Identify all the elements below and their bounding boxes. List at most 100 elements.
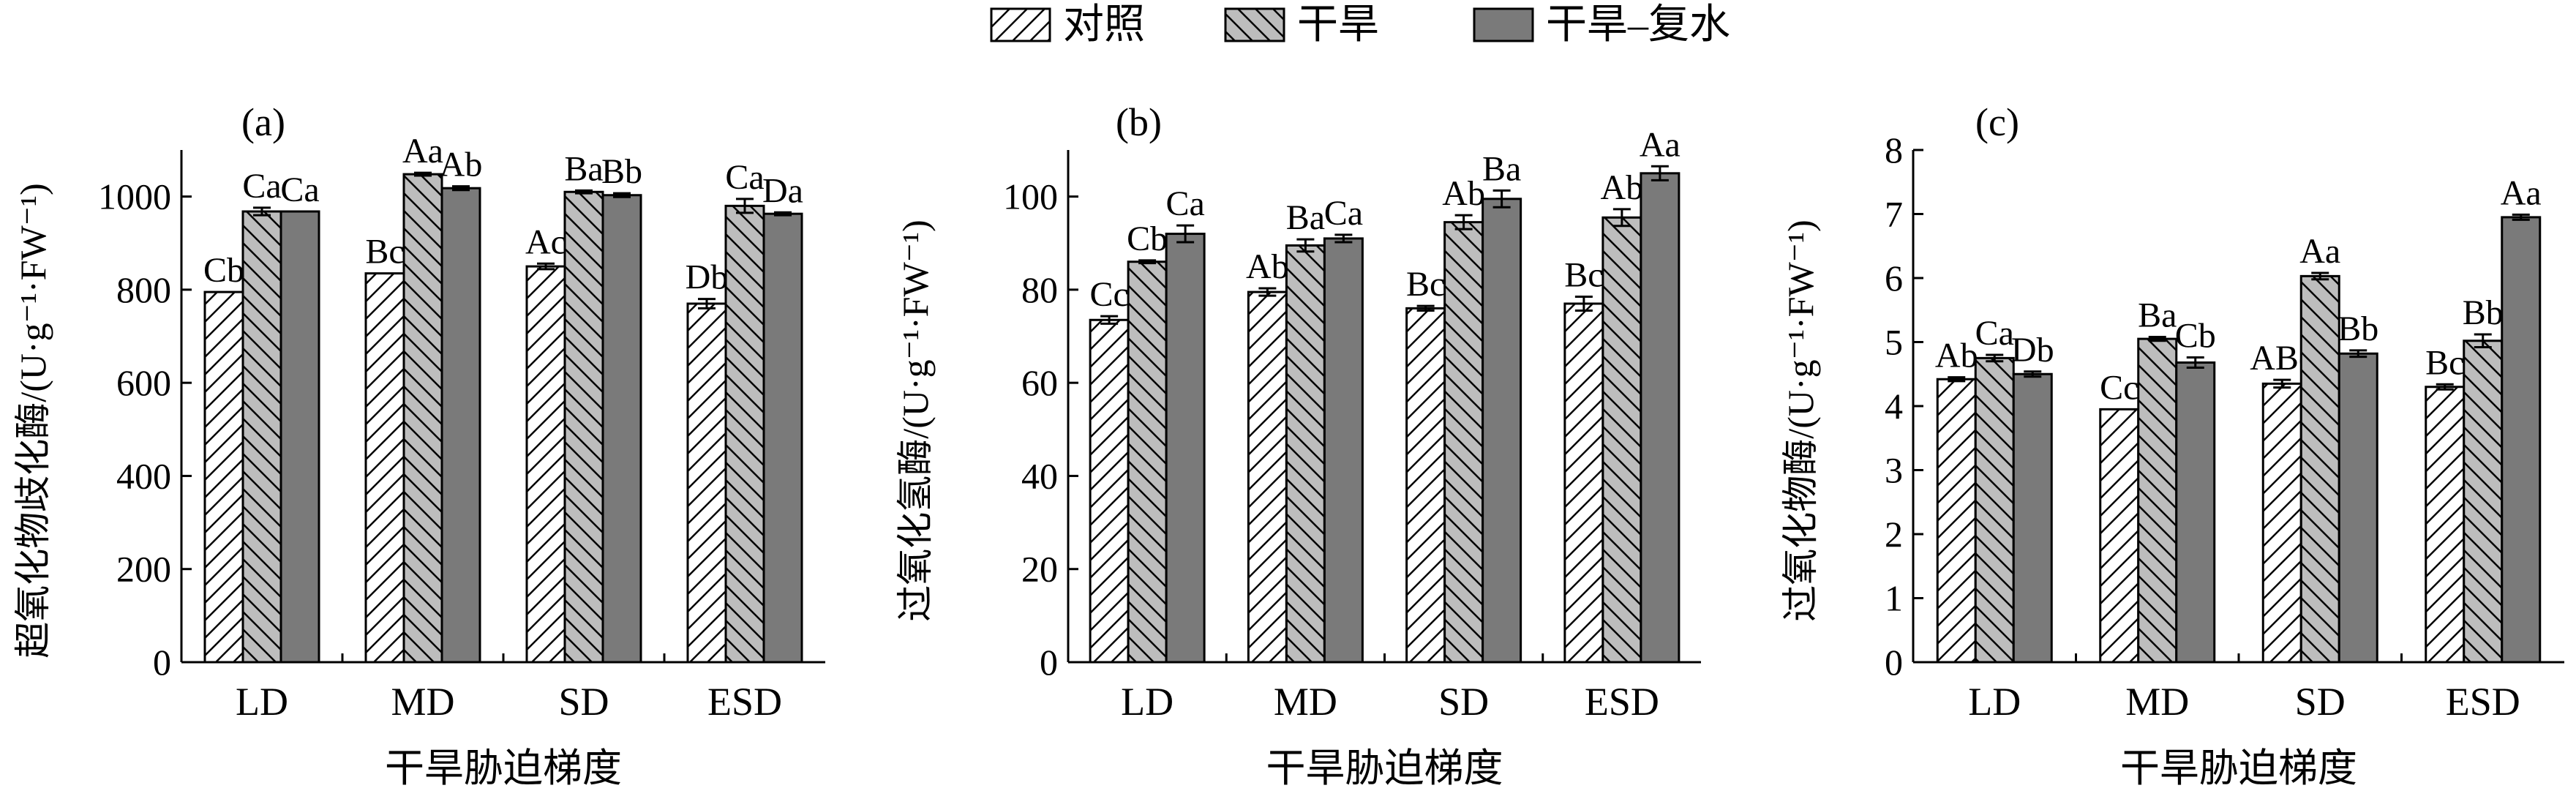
bar-SD-series-0 <box>1405 307 1446 664</box>
bar-MD-series-0 <box>1247 290 1288 664</box>
significance-label: Da <box>762 171 803 210</box>
bar-LD-series-1 <box>1974 356 2015 664</box>
significance-label: Aa <box>2299 232 2340 271</box>
y-tick-label: 600 <box>116 362 171 403</box>
panel-tag: (b) <box>1116 100 1162 144</box>
significance-label: Ab <box>1935 337 1978 375</box>
y-tick-label: 20 <box>1021 549 1058 590</box>
y-tick-label: 3 <box>1885 450 1903 491</box>
bar-LD-series-2 <box>279 210 320 664</box>
legend-swatch-2 <box>1473 7 1534 42</box>
category-label: LD <box>1121 680 1174 724</box>
y-tick-label: 200 <box>116 549 171 590</box>
y-axis-label: 过氧化氢酶/(U·g⁻¹·FW⁻¹) <box>895 220 936 621</box>
significance-label: Bb <box>2463 293 2504 332</box>
category-label: SD <box>558 680 609 724</box>
significance-label: Ca <box>1324 194 1363 233</box>
y-tick-label: 60 <box>1021 362 1058 403</box>
bar-SD-series-1 <box>2299 274 2340 664</box>
significance-label: Bb <box>601 152 642 191</box>
bar-ESD-series-0 <box>686 302 727 664</box>
y-axis-label: 过氧化物酶/(U·g⁻¹·FW⁻¹) <box>1780 220 1821 621</box>
category-label: LD <box>1968 680 2021 724</box>
y-tick-label: 7 <box>1885 194 1903 235</box>
category-label: LD <box>236 680 288 724</box>
y-tick-label: 1 <box>1885 578 1903 619</box>
significance-label: Ca <box>280 170 319 209</box>
bar-ESD-series-1 <box>724 204 765 664</box>
legend-swatch-1 <box>1224 7 1285 42</box>
legend-label-1: 干旱 <box>1297 2 1379 48</box>
significance-label: Ab <box>1246 247 1289 286</box>
category-label: ESD <box>2446 680 2520 724</box>
significance-label: Ca <box>725 158 764 197</box>
bar-MD-series-1 <box>1285 244 1326 664</box>
significance-label: Bb <box>2337 310 2378 348</box>
significance-label: Ca <box>1165 184 1204 223</box>
significance-label: Bc <box>365 233 404 271</box>
bar-MD-series-1 <box>402 173 443 664</box>
category-label: ESD <box>1585 680 1659 724</box>
significance-label: Db <box>2011 331 2054 370</box>
bar-SD-series-2 <box>1482 198 1522 664</box>
y-tick-label: 80 <box>1021 269 1058 310</box>
significance-label: Ab <box>440 146 483 184</box>
significance-label: Bc <box>2425 343 2464 382</box>
bar-ESD-series-0 <box>2425 386 2466 664</box>
bar-SD-series-1 <box>563 190 604 664</box>
y-tick-label: 800 <box>116 269 171 310</box>
significance-label: Db <box>686 258 729 297</box>
bar-SD-series-0 <box>2261 382 2302 664</box>
y-tick-label: 0 <box>1040 642 1058 683</box>
significance-label: Aa <box>1640 125 1681 164</box>
y-tick-label: 4 <box>1885 386 1903 427</box>
legend-swatch-0 <box>990 7 1051 42</box>
bar-MD-series-2 <box>2175 361 2216 664</box>
significance-label: Aa <box>2501 173 2542 212</box>
significance-label: Aa <box>402 132 443 170</box>
significance-label: Cc <box>1089 275 1128 314</box>
bar-ESD-series-1 <box>2463 340 2504 664</box>
category-label: SD <box>1438 680 1489 724</box>
category-label: MD <box>2125 680 2189 724</box>
category-label: SD <box>2295 680 2346 724</box>
x-axis-label: 干旱胁迫梯度 <box>2120 746 2357 790</box>
significance-label: Bc <box>1406 265 1445 304</box>
bar-MD-series-0 <box>2099 408 2140 664</box>
significance-label: Ab <box>1601 168 1644 207</box>
bar-ESD-series-2 <box>762 212 803 664</box>
panel-b: 020406080100LDCcCbCaMDAbBaCaSDBcAbBaESDB… <box>895 100 1701 790</box>
bar-ESD-series-2 <box>2501 216 2542 664</box>
bar-LD-series-2 <box>1165 233 1206 664</box>
chart-panels: 02004006008001000LDCbCaCaMDBcAaAbSDAcBaB… <box>12 100 2564 790</box>
panel-c: 012345678LDAbCaDbMDCcBaCbSDABcAaBbESDBcB… <box>1780 100 2564 790</box>
bar-SD-series-2 <box>601 194 642 664</box>
significance-label: Ac <box>525 222 566 261</box>
panel-a: 02004006008001000LDCbCaCaMDBcAaAbSDAcBaB… <box>12 100 825 790</box>
panel-tag: (c) <box>1975 100 2019 144</box>
y-tick-label: 1000 <box>98 176 171 217</box>
bar-ESD-series-0 <box>1563 302 1604 664</box>
legend: 对照 干旱 干旱–复水 <box>990 2 1730 48</box>
bar-SD-series-1 <box>1443 221 1484 664</box>
significance-label: Ab <box>1442 174 1485 213</box>
category-label: ESD <box>707 680 782 724</box>
x-axis-label: 干旱胁迫梯度 <box>385 746 622 790</box>
bar-LD-series-0 <box>203 290 244 664</box>
bar-MD-series-2 <box>440 187 481 664</box>
bar-MD-series-1 <box>2137 337 2178 664</box>
panel-tag: (a) <box>241 100 285 144</box>
significance-label: Cb <box>203 251 244 290</box>
bar-LD-series-1 <box>241 210 282 664</box>
bar-SD-series-2 <box>2337 352 2378 664</box>
bar-ESD-series-1 <box>1601 216 1642 664</box>
significance-label: Ba <box>1286 198 1325 237</box>
category-label: MD <box>1274 680 1337 724</box>
category-label: MD <box>391 680 454 724</box>
y-tick-label: 5 <box>1885 322 1903 363</box>
bar-SD-series-0 <box>525 265 566 664</box>
bar-LD-series-0 <box>1936 378 1977 664</box>
y-tick-label: 40 <box>1021 455 1058 496</box>
